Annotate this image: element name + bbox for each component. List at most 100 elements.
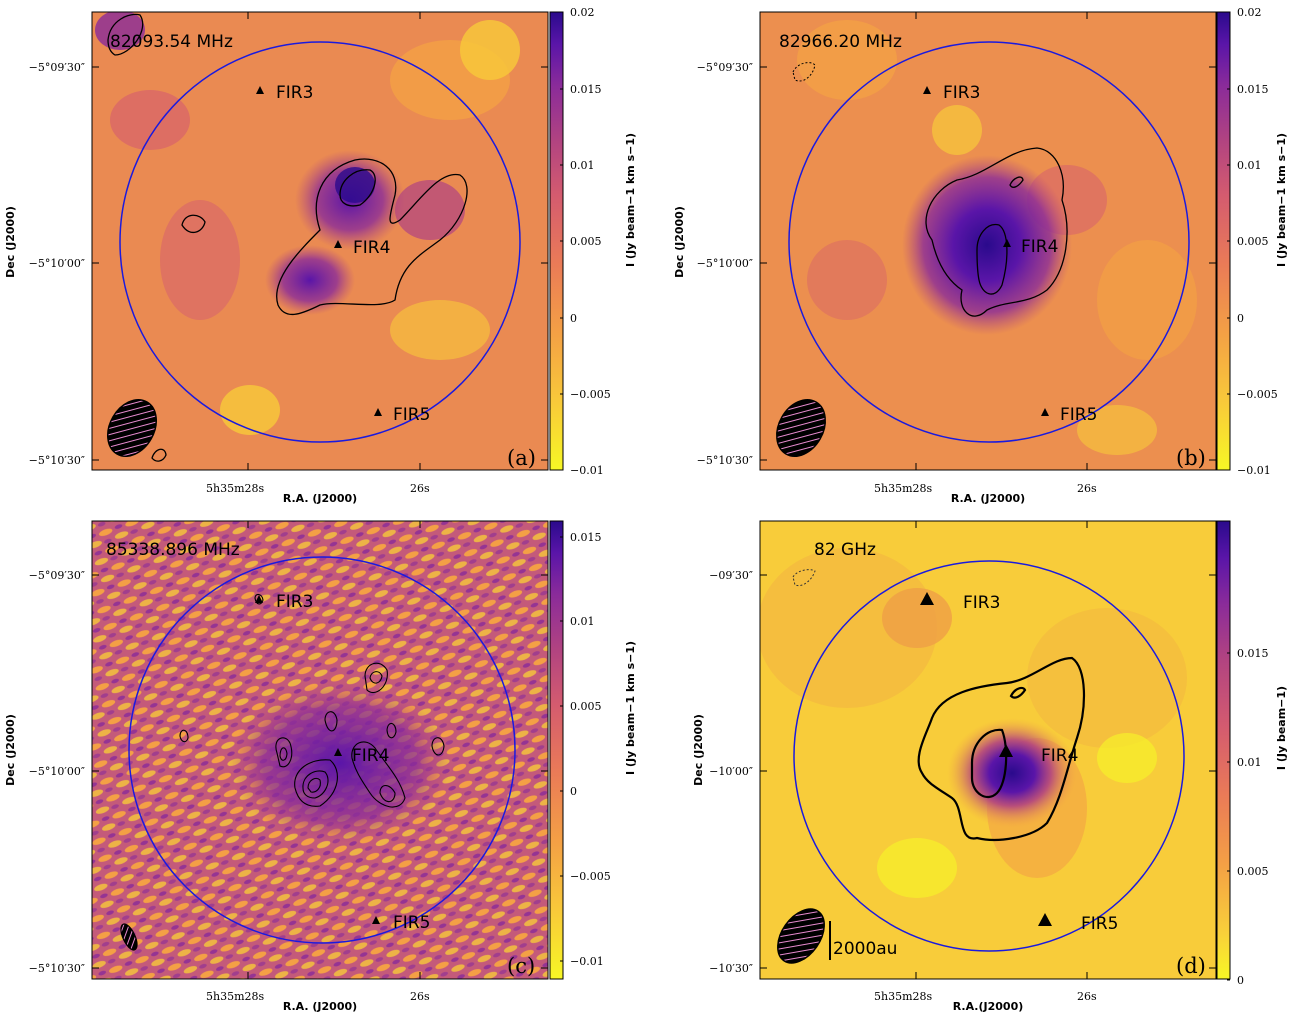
colorbar-ticks [1227,88,1230,395]
primary-beam-circle [788,41,1190,443]
x-axis-label: R.A. (J2000) [951,492,1025,505]
colorbar-tick-label: −0.005 [570,388,611,401]
fir4-marker [334,748,342,756]
colorbar-tick-label: −0.01 [570,955,604,968]
y-tick-label: −5°09′30″ [29,61,85,74]
beam-ellipse [120,923,138,951]
x-tick-label: 5h35m28s [206,990,265,1003]
panel-letter: (c) [507,954,535,978]
x-tick-label: 5h35m28s [874,482,933,495]
y-tick-label: −5°10′00″ [697,257,753,270]
fir5-label: FIR5 [1081,914,1118,934]
colorbar-tick-label: 0.005 [570,700,602,713]
fir5-label: FIR5 [393,405,430,425]
frequency-label: 85338.896 MHz [106,540,240,560]
colorbar-label: I (Jy beam−1 km s−1) [624,133,637,267]
fir5-marker [1041,408,1049,416]
x-axis-label: R.A. (J2000) [283,492,357,505]
panel-d-map [760,521,1216,979]
colorbar [549,520,564,980]
colorbar-tick-label: −0.01 [570,464,604,477]
y-axis-label: Dec (J2000) [4,206,17,278]
beam-ellipse [107,399,157,457]
fir3-marker [255,595,263,603]
panel-b-map [760,12,1216,470]
panel-b: FIR3 FIR4 FIR5 82966.20 MHz (b) 5h35m28s… [647,0,1294,508]
colorbar-tick-label: 0.005 [1237,865,1269,878]
colorbar-tick-label: 0.01 [570,159,595,172]
fir4-marker [999,744,1013,757]
colorbar-tick-label: 0.015 [570,531,602,544]
x-axis-label: R.A.(J2000) [953,1000,1024,1013]
y-ticks [760,574,1216,969]
y-axis-label: Dec (J2000) [673,206,686,278]
colorbar-tick-label: 0.02 [570,6,595,19]
colorbar [1216,520,1231,980]
fir3-marker [923,86,931,94]
panel-letter: (d) [1176,954,1206,978]
colorbar-tick-label: 0.01 [1237,159,1262,172]
x-tick-label: 26s [410,482,430,495]
colorbar-tick-label: 0.01 [570,615,595,628]
fir5-marker [374,408,382,416]
panel-a: FIR3 FIR4 FIR5 82093.54 MHz (a) 5h35m28s… [0,0,647,508]
colorbar-tick-label: 0.01 [1237,756,1262,769]
panel-letter: (b) [1176,446,1206,470]
y-tick-label: −10′30″ [709,962,753,975]
y-axis-label: Dec (J2000) [4,714,17,786]
colorbar-tick-label: −0.01 [1237,464,1271,477]
fir3-label: FIR3 [276,592,313,612]
colorbar-ticks [560,88,563,395]
panel-c-svg: FIR3 FIR4 FIR5 85338.896 MHz (c) 5h35m28… [4,520,637,1013]
panel-a-svg: FIR3 FIR4 FIR5 82093.54 MHz (a) 5h35m28s… [4,6,637,505]
colorbar-tick-label: 0.02 [1237,6,1262,19]
fir3-label: FIR3 [943,83,980,103]
x-ticks [247,12,421,470]
y-tick-label: −5°10′30″ [697,454,753,467]
y-ticks [760,66,1216,461]
x-ticks [915,521,1088,979]
primary-beam-circle [128,556,516,944]
colorbar-tick-label: 0.015 [570,83,602,96]
colorbar-tick-label: 0.015 [1237,647,1269,660]
panel-a-map [92,12,548,470]
fir3-label: FIR3 [963,593,1000,613]
y-tick-label: −10′00″ [709,765,753,778]
y-ticks [92,574,548,969]
y-ticks [92,66,548,461]
y-tick-label: −5°10′30″ [29,962,85,975]
y-tick-label: −5°10′00″ [29,257,85,270]
fir4-label: FIR4 [352,746,389,766]
panel-d-svg: FIR3 FIR4 FIR5 82 GHz 2000au (d) 5h35m28… [692,520,1288,1013]
scale-bar-label: 2000au [833,939,897,959]
y-axis-label: Dec (J2000) [692,714,705,786]
colorbar-tick-label: −0.005 [1237,388,1278,401]
y-tick-label: −5°10′00″ [29,765,85,778]
frequency-label: 82093.54 MHz [110,32,233,52]
colorbar-tick-label: 0.005 [570,235,602,248]
fir5-label: FIR5 [393,913,430,933]
colorbar-tick-label: 0 [1237,312,1244,325]
y-tick-label: −5°10′30″ [29,454,85,467]
frequency-label: 82 GHz [814,540,876,560]
fir4-marker [334,240,342,248]
panel-c: FIR3 FIR4 FIR5 85338.896 MHz (c) 5h35m28… [0,508,647,1015]
fir4-label: FIR4 [1041,746,1078,766]
colorbar-label: I (Jy beam−1 km s−1) [1275,133,1288,267]
fir5-marker [1038,913,1052,926]
colorbar-ticks [1227,652,1230,981]
primary-beam-circle [119,41,521,443]
fir5-label: FIR5 [1060,405,1097,425]
fir3-label: FIR3 [276,83,313,103]
x-tick-label: 26s [1077,990,1097,1003]
colorbar-label: I (Jy beam−1 km s−1) [624,641,637,775]
panel-d: FIR3 FIR4 FIR5 82 GHz 2000au (d) 5h35m28… [647,508,1294,1015]
frequency-label: 82966.20 MHz [779,32,902,52]
x-tick-label: 5h35m28s [206,482,265,495]
panel-b-svg: FIR3 FIR4 FIR5 82966.20 MHz (b) 5h35m28s… [673,6,1288,505]
fir3-marker [920,592,934,605]
fir4-label: FIR4 [1021,237,1058,257]
y-tick-label: −5°09′30″ [697,61,753,74]
colorbar-tick-label: 0 [570,785,577,798]
colorbar-tick-label: 0.005 [1237,235,1269,248]
